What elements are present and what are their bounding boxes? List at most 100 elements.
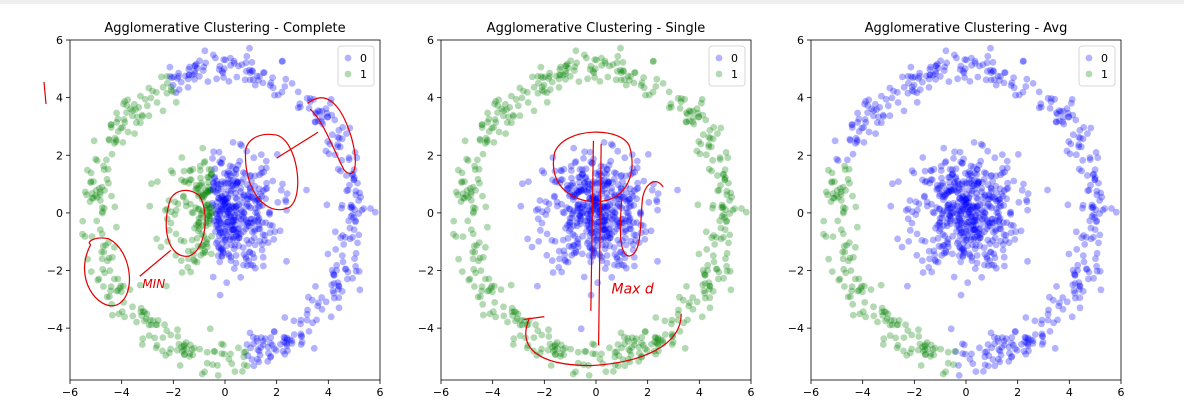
scatter-point-series-1 [105, 179, 112, 187]
scatter-point-series-1 [642, 91, 649, 99]
scatter-point-series-0 [329, 287, 337, 295]
scatter-point-series-0 [1076, 126, 1084, 134]
scatter-point-series-1 [677, 95, 685, 102]
scatter-point-series-0 [1073, 246, 1081, 253]
scatter-point-series-0 [284, 347, 291, 355]
scatter-point-series-0 [228, 218, 236, 226]
scatter-point-series-0 [1051, 344, 1059, 352]
scatter-point-series-0 [953, 217, 961, 225]
scatter-point-series-0 [575, 183, 583, 191]
scatter-point-series-1 [893, 321, 901, 329]
scatter-point-series-0 [1086, 156, 1094, 164]
scatter-point-series-1 [828, 179, 835, 186]
scatter-point-series-1 [566, 72, 574, 80]
scatter-point-series-1 [129, 312, 137, 320]
scatter-point-series-1 [202, 190, 210, 198]
scatter-point-series-1 [191, 257, 199, 265]
scatter-point-series-0 [1071, 280, 1079, 287]
scatter-point-series-1 [484, 287, 492, 295]
scatter-point-series-0 [948, 187, 955, 194]
scatter-point-series-1 [870, 312, 878, 320]
scatter-point-series-0 [963, 180, 970, 188]
scatter-point-series-0 [594, 279, 602, 287]
annotation-curve-right [619, 181, 664, 257]
scatter-point-series-1 [100, 283, 107, 290]
scatter-point-series-1 [570, 67, 578, 74]
scatter-point-series-0 [1003, 185, 1010, 193]
scatter-point-series-0 [1046, 328, 1054, 335]
scatter-point-series-0 [907, 73, 915, 80]
scatter-point-series-0 [1091, 174, 1099, 182]
scatter-point-series-0 [1023, 339, 1030, 347]
scatter-point-series-0 [345, 156, 353, 164]
scatter-point-series-0 [880, 113, 887, 120]
scatter-point-series-1 [689, 114, 697, 121]
scatter-point-series-0 [923, 198, 931, 206]
scatter-point-series-1 [921, 341, 929, 349]
scatter-point-series-0 [969, 208, 976, 216]
scatter-point-series-1 [725, 179, 732, 187]
scatter-point-series-1 [914, 346, 922, 354]
scatter-point-series-1 [93, 193, 101, 201]
scatter-point-series-0 [959, 193, 967, 201]
scatter-point-series-1 [470, 265, 478, 273]
scatter-point-series-0 [534, 282, 541, 290]
y-tick-label: 6 [797, 34, 804, 47]
scatter-point-series-0 [248, 58, 256, 66]
scatter-point-series-0 [1022, 334, 1030, 342]
scatter-point-series-0 [996, 185, 1004, 193]
scatter-point-series-0 [611, 261, 618, 269]
scatter-point-series-1 [190, 256, 198, 264]
chart-panel-3: Agglomerative Clustering - Avg−6 −4 −2 0 2 4 6… [788, 21, 1125, 399]
scatter-point-series-1 [680, 319, 687, 327]
scatter-point-series-1 [625, 346, 633, 354]
scatter-point-series-1 [127, 105, 134, 113]
scatter-point-series-0 [331, 228, 339, 236]
scatter-point-series-1 [461, 178, 468, 186]
scatter-point-series-0 [979, 219, 987, 227]
legend: 01 [337, 45, 375, 87]
scatter-point-series-1 [500, 112, 507, 120]
scatter-point-series-0 [912, 198, 920, 206]
scatter-point-series-0 [558, 176, 566, 184]
scatter-point-series-0 [951, 217, 959, 224]
scatter-point-series-0 [579, 250, 586, 258]
scatter-point-series-0 [1025, 347, 1032, 355]
scatter-point-series-0 [967, 162, 975, 170]
scatter-point-series-1 [167, 87, 175, 94]
scatter-point-series-1 [861, 299, 869, 306]
scatter-point-series-0 [981, 169, 988, 177]
scatter-point-series-0 [232, 194, 240, 202]
scatter-point-series-0 [169, 81, 177, 89]
scatter-point-series-1 [203, 240, 211, 248]
scatter-point-series-0 [574, 235, 582, 243]
scatter-point-series-0 [264, 239, 272, 247]
scatter-point-series-0 [609, 199, 617, 207]
scatter-point-series-0 [314, 107, 322, 115]
scatter-point-series-0 [208, 199, 216, 207]
scatter-point-series-1 [174, 333, 182, 340]
scatter-point-series-0 [969, 222, 977, 230]
scatter-point-series-0 [239, 244, 247, 252]
scatter-point-series-0 [968, 257, 976, 264]
scatter-point-series-0 [996, 77, 1003, 84]
scatter-point-series-1 [146, 202, 154, 210]
scatter-point-series-1 [235, 344, 242, 352]
annotation-circle-top [552, 131, 633, 203]
scatter-point-series-0 [968, 54, 975, 62]
scatter-point-series-1 [844, 175, 852, 183]
scatter-point-series-0 [858, 124, 866, 132]
scatter-point-series-0 [266, 82, 274, 89]
y-tick-label: 4 [56, 92, 63, 105]
scatter-point-series-0 [990, 250, 998, 258]
scatter-point-series-0 [937, 167, 945, 174]
scatter-point-series-0 [294, 88, 302, 96]
scatter-point-series-0 [262, 219, 270, 227]
scatter-point-series-1 [483, 138, 491, 146]
scatter-point-series-0 [988, 204, 995, 212]
scatter-point-series-1 [480, 253, 487, 261]
scatter-point-series-0 [976, 225, 984, 233]
scatter-point-series-1 [201, 191, 209, 199]
scatter-point-series-1 [708, 167, 715, 175]
scatter-point-series-0 [240, 214, 248, 222]
